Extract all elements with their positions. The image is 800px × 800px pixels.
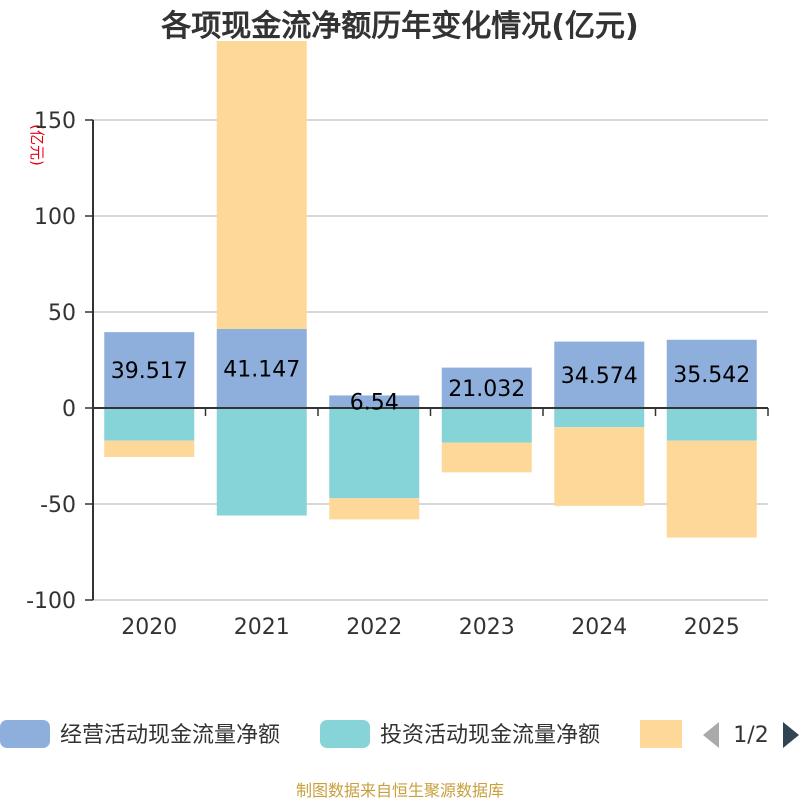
bar-value-label-2025: 35.542 [673,363,750,388]
bar-series0-2023 [441,367,532,408]
x-tick-label-2021: 2021 [234,615,290,640]
bar-series0-2021 [216,328,307,408]
axes: 150 100 50 0 -50 -100 2020 2021 2022 2023 2024 2025 [26,109,769,640]
bar-value-label-2023: 21.032 [448,377,525,402]
x-tick-label-2025: 2025 [684,615,740,640]
bar-value-label-2022: 6.54 [350,391,399,416]
x-tick-label-2023: 2023 [459,615,515,640]
bar-series1-2022 [329,408,420,499]
y-tick-label: 100 [34,205,76,230]
bar-series0-2020 [104,332,195,408]
legend-next-page-icon[interactable] [783,722,799,748]
x-tick-label-2024: 2024 [571,615,627,640]
legend-item-operating[interactable]: 经营活动现金流量净额 [0,720,280,748]
bar-series1-2020 [104,408,195,441]
bar-series1-2025 [666,408,757,441]
bar-series1-2024 [554,408,645,428]
bar-series0-2022 [329,395,420,408]
y-tick-label: -50 [40,493,76,518]
data-source: 制图数据来自恒生聚源数据库 [296,781,504,800]
x-tick-label-2022: 2022 [346,615,402,640]
y-tick-label: 50 [48,301,76,326]
bar-series0-2025 [666,339,757,408]
legend-label-operating: 经营活动现金流量净额 [60,723,280,748]
bars [104,40,757,538]
bar-value-label-2020: 39.517 [111,359,188,384]
bar-series2-2022 [329,498,420,520]
y-tick-label: 150 [34,109,76,134]
x-tick-label-2020: 2020 [121,615,177,640]
legend: 经营活动现金流量净额 投资活动现金流量净额 1/2 [0,720,799,748]
bar-series2-2024 [554,427,645,506]
legend-swatch-financing [640,720,682,748]
bar-series2-2020 [104,440,195,457]
legend-page-indicator: 1/2 [733,723,768,748]
bar-series0-2024 [554,341,645,408]
legend-label-investing: 投资活动现金流量净额 [380,723,600,748]
bar-series2-2021 [216,40,307,329]
legend-swatch-investing [320,720,370,748]
bar-series1-2023 [441,408,532,443]
bar-value-label-2021: 41.147 [223,357,300,382]
chart-title: 各项现金流净额历年变化情况(亿元) [160,9,638,44]
y-axis-unit: (亿元) [28,124,46,166]
bar-value-label-2024: 34.574 [561,364,638,389]
y-tick-label: -100 [26,589,76,614]
legend-swatch-operating [0,720,50,748]
legend-prev-page-icon[interactable] [703,722,719,748]
legend-item-investing[interactable]: 投资活动现金流量净额 [320,720,600,748]
bar-series2-2023 [441,442,532,473]
bar-series1-2021 [216,408,307,516]
y-tick-label: 0 [62,397,76,422]
bar-labels: 39.517 41.147 6.54 21.032 34.574 35.542 [111,357,750,415]
legend-item-financing[interactable] [640,720,682,748]
bar-series2-2025 [666,440,757,538]
